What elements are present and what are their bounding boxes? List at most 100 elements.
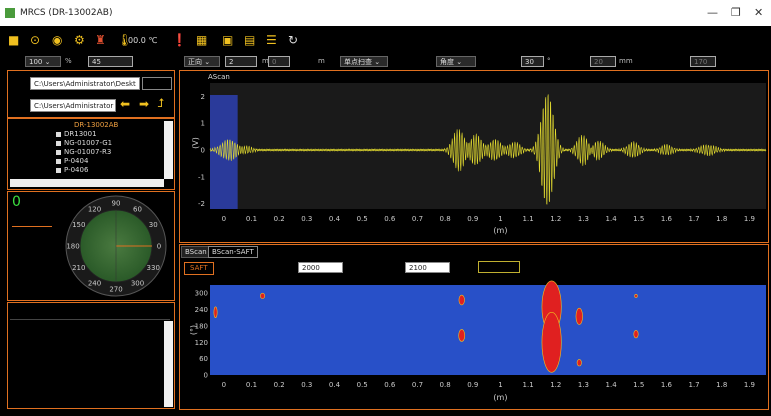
gain-select[interactable]: 100 ⌄ (25, 56, 61, 67)
folder-icon[interactable]: ■ (8, 33, 20, 47)
bscan-xtick: 1.6 (661, 381, 673, 389)
arrow-right-icon[interactable]: ➡ (139, 97, 150, 111)
ascan-xtick: 1.2 (550, 215, 561, 223)
compass-label: 300 (131, 280, 144, 288)
length-field[interactable]: 20 (590, 56, 616, 67)
distance-start-field[interactable]: 2 (225, 56, 257, 67)
tree-hscroll[interactable] (10, 179, 164, 187)
tree-item-label: P-0404 (64, 157, 89, 165)
path-input-2[interactable]: C:\Users\Administrator (30, 99, 116, 112)
tab-bscan-saft[interactable]: BScan-SAFT (208, 246, 258, 258)
ascan-xtick: 0.9 (467, 215, 478, 223)
field-45[interactable]: 45 (88, 56, 133, 67)
compass-label: 0 (157, 243, 161, 251)
compass-label: 180 (66, 243, 79, 251)
compass-label: 330 (147, 264, 160, 272)
tree-item[interactable]: DR13001 (56, 130, 97, 139)
ascan-chart[interactable]: (V) 2 1 0 -1 -2 0 0.1 0.2 0.3 0.4 0.5 0.6 0.7 0.8 0.9 1 1… (180, 71, 768, 242)
bscan-xlabel: (m) (493, 393, 507, 402)
title-bar: MRCS (DR-13002AB) — ❐ ✕ (0, 0, 771, 26)
document-icon[interactable]: ▤ (244, 33, 256, 47)
distance-end-field[interactable]: 0 (268, 56, 290, 67)
refresh-icon[interactable]: ↻ (288, 33, 299, 47)
info-panel (7, 302, 175, 409)
angle-select[interactable]: 角度 ⌄ (436, 56, 476, 67)
bscan-ytick: 240 (195, 306, 208, 314)
bscan-from-field[interactable]: 2000 (298, 262, 343, 273)
bscan-xtick: 1.5 (633, 381, 644, 389)
bscan-ytick: 300 (195, 290, 208, 298)
compass-label: 30 (149, 221, 158, 229)
warning-icon[interactable]: ❗ (172, 33, 187, 47)
compass-value: 0 (12, 194, 21, 210)
tree-item[interactable]: P-0406 (56, 166, 88, 175)
device-tree: DR-13002AB DR13001 NG-01007-G1 NG-01007-… (7, 118, 175, 190)
bscan-ytick: 60 (199, 355, 208, 363)
bscan-ytick: 180 (195, 322, 208, 330)
ascan-xtick: 0.4 (329, 215, 341, 223)
compass-label: 270 (109, 286, 122, 294)
field-170[interactable]: 170 (690, 56, 716, 67)
path-extra-box[interactable] (142, 77, 172, 90)
compass-label: 120 (88, 205, 101, 213)
ascan-xtick: 1.4 (606, 215, 618, 223)
path-input-1[interactable]: C:\Users\Administrator\Deskt (30, 77, 140, 90)
bscan-xtick: 0.9 (467, 381, 478, 389)
bscan-xtick: 0.7 (412, 381, 423, 389)
ascan-ytick: 2 (201, 93, 205, 101)
ascan-ytick: -1 (198, 173, 205, 181)
gain-unit: % (65, 57, 72, 65)
ascan-ytick: -2 (198, 200, 205, 208)
info-vscroll[interactable] (164, 321, 173, 407)
window-icon[interactable]: ▣ (222, 33, 234, 47)
maximize-icon[interactable]: ❐ (731, 6, 741, 19)
ascan-ytick: 0 (201, 147, 205, 155)
bscan-xtick: 0.2 (274, 381, 285, 389)
grid-icon[interactable]: ▦ (196, 33, 208, 47)
ascan-xlabel: (m) (493, 226, 507, 235)
minimize-icon[interactable]: — (707, 6, 718, 19)
angle-field[interactable]: 30 (521, 56, 544, 67)
tree-item[interactable]: NG-01007-R3 (56, 148, 111, 157)
bscan-xtick: 1.8 (716, 381, 727, 389)
compass-panel: 0 90 60 30 0 330 300 270 240 210 180 150 120 (7, 191, 175, 301)
compass-label: 150 (72, 221, 85, 229)
tree-item[interactable]: NG-01007-G1 (56, 139, 112, 148)
ascan-xtick: 1.1 (523, 215, 534, 223)
bscan-chart[interactable]: (°) 300 240 180 120 60 0 0 0.1 0.2 0.3 0.4 0.5 0.6 0.7… (180, 245, 768, 409)
arrow-left-icon[interactable]: ⬅ (120, 97, 131, 111)
ascan-xtick: 1.8 (716, 215, 727, 223)
ascan-xtick: 1.7 (689, 215, 700, 223)
saft-button[interactable]: SAFT (184, 262, 214, 275)
settings-icon[interactable]: ⚙ (74, 33, 85, 47)
direction-select[interactable]: 正向 ⌄ (184, 56, 220, 67)
mode-select[interactable]: 单点扫查 ⌄ (340, 56, 388, 67)
close-icon[interactable]: ✕ (754, 6, 764, 19)
bscan-xtick: 1.1 (523, 381, 534, 389)
bscan-plot-area (210, 285, 766, 375)
bscan-blob (458, 329, 466, 342)
bscan-xtick: 0.3 (301, 381, 312, 389)
bscan-xtick: 0.8 (440, 381, 451, 389)
tree-root[interactable]: DR-13002AB (74, 121, 119, 129)
tree-item[interactable]: P-0404 (56, 157, 88, 166)
bscan-to-field[interactable]: 2100 (405, 262, 450, 273)
bscan-blob (633, 329, 639, 339)
play-icon[interactable]: ⊙ (30, 33, 41, 47)
angle-select-value: 角度 (440, 58, 454, 66)
tree-vscroll[interactable] (164, 121, 173, 179)
record-icon[interactable]: ◉ (52, 33, 63, 47)
tower-icon[interactable]: ♜ (95, 33, 106, 47)
bscan-xtick: 1.3 (578, 381, 589, 389)
bscan-blob (634, 293, 638, 298)
ascan-xtick: 0.1 (246, 215, 257, 223)
layers-icon[interactable]: ☰ (266, 33, 277, 47)
bscan-color-box[interactable] (478, 261, 520, 273)
window-title: MRCS (DR-13002AB) (20, 8, 113, 18)
bscan-ylabel: (°) (189, 325, 198, 335)
bscan-xtick: 0.5 (357, 381, 368, 389)
ascan-xtick: 0.7 (412, 215, 423, 223)
arrow-up-icon[interactable]: ⮥ (157, 96, 165, 110)
